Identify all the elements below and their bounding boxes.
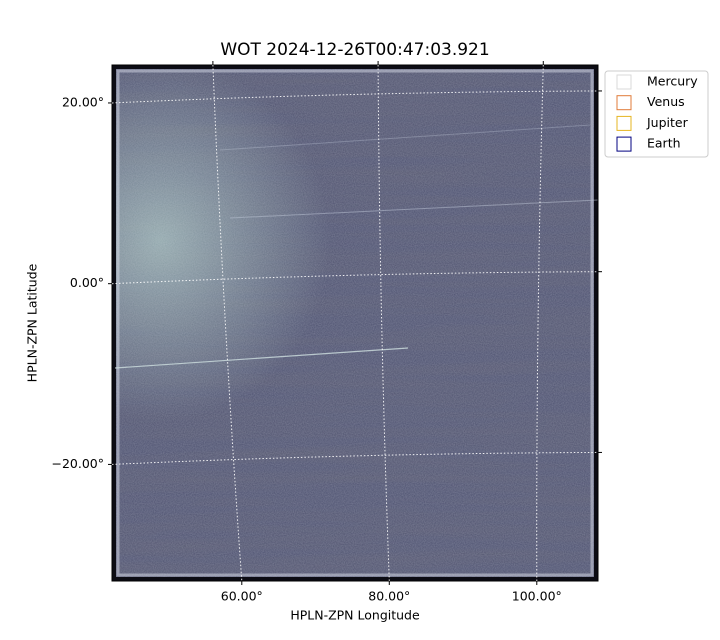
image — [112, 65, 598, 581]
x-tick-label: 60.00° — [221, 589, 263, 604]
legend-label: Venus — [647, 94, 685, 109]
y-axis-label: HPLN-ZPN Latitude — [25, 263, 40, 382]
legend: Mercury Venus Jupiter Earth — [604, 70, 709, 158]
grid-line — [111, 271, 599, 285]
legend-swatch — [616, 115, 632, 131]
x-tick-label: 100.00° — [512, 589, 562, 604]
legend-label: Earth — [647, 136, 681, 151]
legend-swatch — [616, 136, 632, 152]
legend-swatch — [616, 95, 632, 111]
legend-label: Mercury — [647, 74, 698, 89]
grid-line — [212, 64, 243, 582]
y-tick-label: −20.00° — [51, 456, 104, 471]
x-tick-label: 80.00° — [368, 589, 410, 604]
legend-swatch — [616, 74, 632, 90]
legend-label: Jupiter — [646, 115, 689, 130]
x-axis-label: HPLN-ZPN Longitude — [290, 608, 420, 623]
y-tick-label: 20.00° — [62, 94, 104, 109]
grid-line — [111, 90, 599, 104]
grid-line — [536, 64, 544, 582]
grid-line — [377, 64, 390, 582]
chart-title: WOT 2024-12-26T00:47:03.921 — [220, 40, 489, 60]
grid-line — [111, 451, 599, 465]
y-tick-label: 0.00° — [70, 275, 104, 290]
